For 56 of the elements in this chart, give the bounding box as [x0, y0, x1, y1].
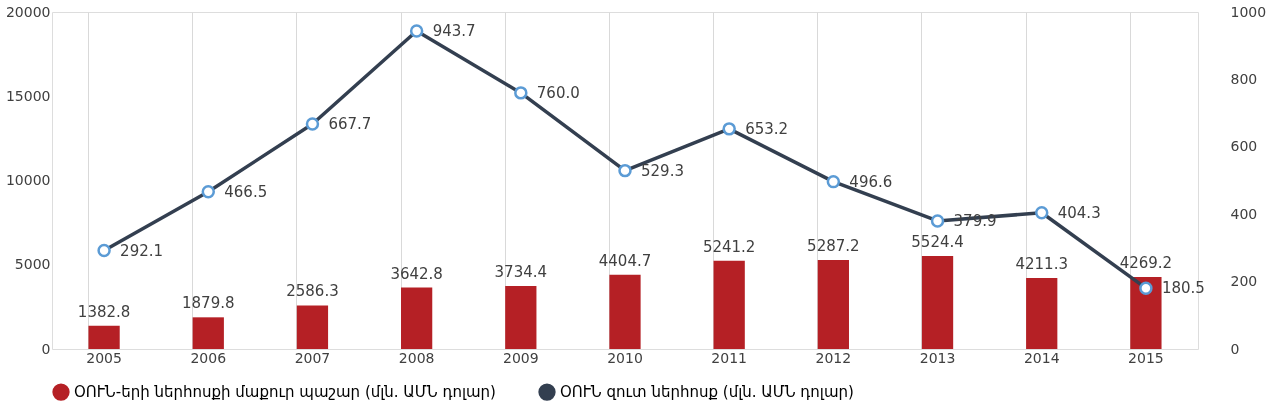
data-label: 5287.2 — [807, 236, 860, 255]
bar — [1026, 278, 1058, 349]
bar — [401, 287, 433, 349]
bar — [817, 259, 849, 349]
data-label: 4404.7 — [598, 251, 652, 270]
y-tick-label: 0 — [41, 340, 51, 357]
x-tick-label: 2007 — [294, 349, 331, 366]
y2-tick-label: 400 — [1230, 205, 1258, 222]
y2-tick-label: 600 — [1230, 138, 1258, 155]
data-label: 180.5 — [1161, 279, 1205, 298]
data-label: 404.3 — [1057, 203, 1101, 222]
bar — [921, 255, 954, 349]
bar — [1130, 277, 1162, 349]
data-label: 943.7 — [432, 21, 476, 40]
data-label: 292.1 — [120, 241, 164, 260]
bar — [609, 274, 641, 349]
data-label: 496.6 — [849, 172, 893, 191]
bar — [713, 260, 745, 349]
data-label: 5241.2 — [702, 237, 756, 256]
data-label: 760.0 — [536, 83, 580, 102]
y-tick-label: 15000 — [5, 87, 51, 104]
bar — [296, 305, 329, 349]
y2-tick-label: 0 — [1230, 340, 1240, 357]
data-label: 529.3 — [641, 161, 684, 180]
data-label: 667.7 — [328, 114, 372, 133]
data-label: 3734.4 — [494, 263, 548, 282]
x-tick-label: 2010 — [607, 349, 643, 366]
bar — [505, 286, 537, 349]
data-label: 1879.8 — [182, 294, 235, 313]
legend-label: ՕՈՒՆ-երի ներհոսքի մաքուր պաշար (մլն. ԱՄՆ դոլար) — [74, 383, 496, 402]
y2-tick-label: 1000 — [1230, 3, 1267, 20]
x-tick-label: 2008 — [398, 349, 435, 366]
x-tick-label: 2013 — [919, 349, 956, 366]
data-label: 653.2 — [745, 119, 789, 138]
data-label: 4211.3 — [1015, 255, 1068, 274]
x-tick-label: 2011 — [711, 349, 747, 366]
y-tick-label: 5000 — [14, 256, 51, 273]
y2-tick-label: 200 — [1230, 273, 1258, 290]
data-label: 4269.2 — [1119, 254, 1173, 273]
x-tick-label: 2005 — [86, 349, 122, 366]
data-label: 5524.4 — [911, 232, 964, 251]
bar — [88, 325, 120, 349]
x-tick-label: 2009 — [503, 349, 539, 366]
data-label: 2586.3 — [286, 282, 339, 301]
x-tick-label: 2015 — [1128, 349, 1164, 366]
legend-label: ՕՈՒՆ զուտ ներհոսք (մլն. ԱՄՆ դոլար) — [560, 383, 854, 402]
data-label: 1382.8 — [77, 302, 131, 321]
x-tick-label: 2012 — [815, 349, 852, 366]
y-tick-label: 20000 — [5, 3, 51, 20]
x-tick-label: 2006 — [190, 349, 227, 366]
x-tick-label: 2014 — [1023, 349, 1060, 366]
data-label: 466.5 — [224, 182, 268, 201]
bar — [192, 317, 224, 349]
y-tick-label: 10000 — [5, 172, 51, 188]
data-label: 3642.8 — [390, 264, 443, 283]
y2-tick-label: 800 — [1230, 70, 1258, 87]
